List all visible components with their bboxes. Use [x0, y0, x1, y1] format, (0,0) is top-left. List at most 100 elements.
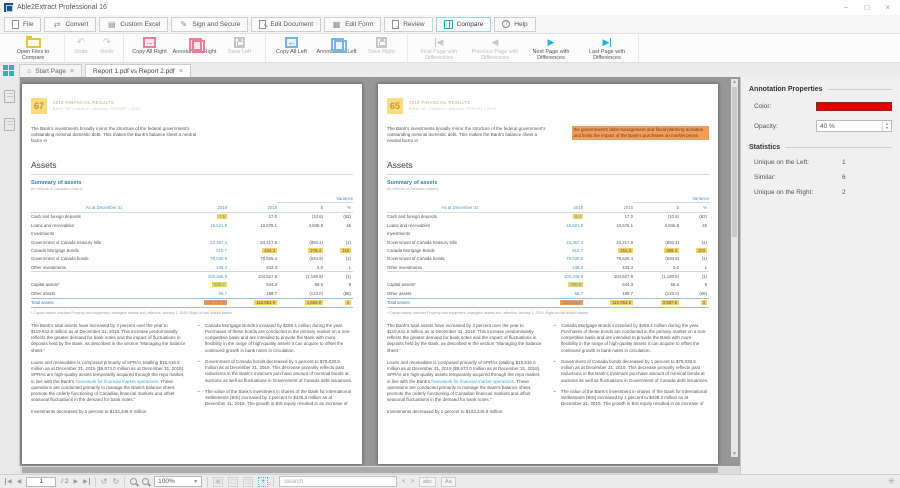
difference-highlight[interactable]: 276.4	[308, 247, 323, 253]
match-whole-word-button[interactable]: abc	[419, 476, 437, 487]
difference-highlight[interactable]: 4,666.9	[304, 300, 323, 306]
color-swatch[interactable]	[816, 102, 892, 111]
table-cell: 510.7	[177, 246, 227, 254]
spinner-down-icon[interactable]: ▼	[885, 126, 889, 130]
search-input[interactable]	[279, 476, 398, 487]
edit-form-icon: ▦	[332, 19, 341, 29]
table-value: (1,180.9)	[661, 274, 679, 280]
ribbon-tab-sign-and-secure[interactable]: ✎ Sign and Secure	[171, 16, 249, 32]
difference-highlight[interactable]: 820.7	[212, 282, 227, 288]
next-diff-icon: ▶	[547, 37, 555, 47]
rotate-ccw-icon[interactable]: ↺	[100, 477, 108, 486]
sync-scroll-icon[interactable]: +	[258, 476, 269, 487]
difference-highlight[interactable]: 6.4	[573, 214, 583, 220]
table-row: Other assets 66.7 189.7 (123.0) (65)	[31, 289, 353, 298]
difference-highlight[interactable]: 116,054.9	[254, 300, 277, 306]
scroll-down-icon[interactable]: ▼	[732, 451, 737, 457]
ribbon-tab-compare[interactable]: Compare	[435, 16, 492, 32]
ribbon-tab-edit-document[interactable]: Edit Document	[251, 16, 322, 32]
annotate-all-left-button[interactable]: Annotate All Left	[314, 34, 359, 62]
difference-highlight[interactable]: 7.5	[217, 214, 227, 220]
table-cell: 4,845.8	[277, 221, 323, 229]
divider	[387, 174, 709, 175]
thumbnail-page-icon[interactable]	[4, 118, 15, 131]
single-view-icon[interactable]: ▢	[228, 476, 239, 487]
close-tab-icon[interactable]: ×	[69, 67, 75, 75]
difference-highlight[interactable]: 116,054.9	[610, 300, 633, 306]
difference-highlight[interactable]: 103	[695, 247, 707, 253]
ribbon-tab-help[interactable]: ? Help	[494, 16, 536, 32]
zoom-out-icon[interactable]	[142, 478, 150, 485]
previous-result-icon[interactable]: <	[402, 478, 406, 485]
row-label: Cash and foreign deposits	[31, 214, 81, 220]
difference-highlight[interactable]: 234.3	[262, 247, 277, 253]
ribbon-tab-custom-excel[interactable]: ▤ Custom Excel	[99, 16, 169, 32]
ribbon-tab-file[interactable]: File	[4, 16, 42, 32]
next-page-with-differences-button[interactable]: ▶ Next Page with Differences	[523, 34, 579, 62]
open-files-to-compare-button[interactable]: Open Files to Compare	[5, 34, 61, 62]
ribbon-tab-label: Convert	[65, 20, 89, 28]
horizontal-scrollbar-thumb[interactable]	[22, 467, 718, 473]
table-value: 79,625.4	[616, 256, 633, 262]
page-number-input[interactable]	[26, 476, 57, 487]
document-link[interactable]: framework for financial market operation…	[431, 378, 514, 384]
row-label: Total assets	[387, 297, 533, 308]
scroll-up-icon[interactable]: ▲	[732, 79, 737, 85]
spinner-up-icon[interactable]: ▲	[885, 122, 889, 126]
doc-tab-report-1-pdf-vs-report-2-pdf[interactable]: Report 1.pdf vs Report 2.pdf ×	[85, 64, 191, 77]
difference-highlight[interactable]: 3	[700, 300, 707, 306]
close-button[interactable]: ×	[885, 2, 890, 12]
ribbon-tab-convert[interactable]: ⇄ Convert	[44, 16, 97, 32]
minimize-button[interactable]: –	[844, 2, 849, 12]
annotate-all-right-button[interactable]: Annotate All Right	[172, 34, 217, 62]
view-mode-icon[interactable]: ▣	[213, 476, 224, 487]
toolbar-button-label: Last Page with Differences	[588, 49, 626, 61]
match-case-button[interactable]: Aa	[441, 476, 456, 487]
difference-highlight[interactable]: 119,642.8	[560, 300, 583, 306]
table-cell: (123.0)	[633, 289, 679, 298]
maximize-button[interactable]: □	[864, 2, 870, 12]
row-label: Capital assets*	[31, 282, 60, 288]
pdf-page-left: 67 2019 FINANCIAL RESULTS BANK OF CANADA •…	[22, 84, 362, 464]
panels-grid-icon[interactable]	[3, 65, 14, 76]
difference-highlight[interactable]: 3,587.9	[660, 300, 679, 306]
copy-right-icon: →	[143, 37, 156, 48]
vertical-scrollbar[interactable]: ▲ ▼	[731, 79, 738, 457]
opacity-input[interactable]: 40 % ▲ ▼	[816, 120, 892, 132]
difference-highlight[interactable]: 4	[344, 300, 351, 306]
horizontal-scrollbar[interactable]	[20, 466, 740, 474]
table-value: 5.0	[317, 264, 323, 270]
rotate-cw-icon[interactable]: ↻	[112, 477, 120, 486]
first-page-icon[interactable]: ◀	[5, 478, 12, 485]
thumbnail-page-icon[interactable]	[4, 90, 15, 103]
next-page-icon[interactable]: ▶	[73, 479, 79, 485]
difference-highlight[interactable]: 120,721.8	[203, 300, 227, 306]
difference-highlight[interactable]: 251.3	[618, 247, 633, 253]
vertical-scrollbar-thumb[interactable]	[732, 87, 737, 237]
unique-right-highlight[interactable]: the government's debt-management and fis…	[571, 126, 709, 141]
ribbon-tab-review[interactable]: Review	[384, 16, 433, 32]
difference-highlight[interactable]: 700.9	[568, 282, 583, 288]
close-tab-icon[interactable]: ×	[178, 67, 183, 75]
table-value: 510.7	[216, 247, 227, 253]
next-result-icon[interactable]: >	[410, 478, 415, 485]
last-page-icon[interactable]: ▶	[83, 478, 90, 485]
document-link[interactable]: framework for financial market operation…	[75, 378, 158, 384]
opacity-spinner[interactable]: ▲ ▼	[882, 121, 891, 131]
zoom-in-icon[interactable]	[130, 478, 138, 485]
table-value: 104,527.8	[257, 274, 277, 280]
last-page-with-differences-button[interactable]: ▶ Last Page with Differences	[579, 34, 635, 62]
zoom-level-select[interactable]: 100% ▼	[154, 476, 203, 487]
ribbon-tab-edit-form[interactable]: ▦ Edit Form	[324, 16, 382, 32]
previous-page-icon[interactable]: ◀	[16, 479, 22, 485]
difference-highlight[interactable]: 259.4	[664, 247, 679, 253]
copy-all-left-button[interactable]: ← Copy All Left	[269, 34, 314, 62]
settings-gear-icon[interactable]: ✳	[887, 476, 895, 486]
copy-all-right-button[interactable]: → Copy All Right	[127, 34, 172, 62]
split-view-icon[interactable]: ◫	[243, 476, 254, 487]
table-value: 24,217.8	[616, 239, 633, 245]
intro-row: The Bank's investments broadly mirror th…	[387, 126, 709, 150]
table-cell: 189.7	[583, 289, 633, 298]
difference-highlight[interactable]: 118	[340, 247, 351, 253]
doc-tab-start-page[interactable]: ⌂ Start Page ×	[19, 64, 83, 77]
